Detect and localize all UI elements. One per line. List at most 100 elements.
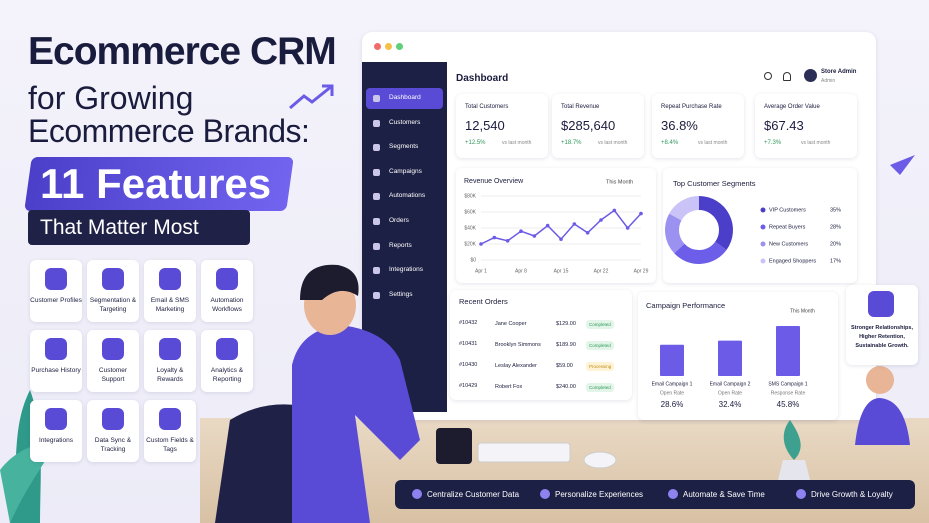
nav-icon	[373, 267, 380, 275]
hero-line: for Growing	[28, 80, 194, 116]
order-amount: $189.90	[556, 342, 576, 348]
hero-line: Ecommerce Brands:	[28, 113, 310, 149]
hero-line: Ecommerce CRM	[28, 30, 337, 73]
benefit-label: Automate & Save Time	[683, 490, 765, 499]
mouse	[583, 451, 617, 469]
campaign-range: This Month	[790, 308, 815, 314]
feature-card: Analytics & Reporting	[201, 330, 253, 392]
dashboard-title: Dashboard	[456, 73, 509, 84]
legend-value: 17%	[830, 258, 841, 264]
y-tick-label: $0	[470, 257, 476, 263]
feature-label: Analytics & Reporting	[210, 367, 244, 383]
kpi-value: $67.43	[764, 118, 804, 133]
user-name: Store Admin	[821, 69, 857, 75]
campaign-bar	[718, 340, 742, 376]
kpi-value: 12,540	[465, 118, 505, 133]
kpi-change: +8.4%	[661, 140, 679, 146]
cart-badge	[868, 291, 894, 317]
feature-card: Purchase History	[30, 330, 82, 392]
kpi-label: Repeat Purchase Rate	[661, 104, 722, 110]
kpi-label: Average Order Value	[764, 104, 820, 110]
donut-segment	[669, 196, 700, 221]
feature-card: Integrations	[30, 400, 82, 462]
y-tick-label: $40K	[464, 225, 476, 231]
feature-label: Email & SMS Marketing	[150, 297, 190, 313]
x-tick-label: Apr 1	[475, 268, 487, 274]
feature-icon	[45, 268, 67, 290]
user-role: Admin	[821, 78, 836, 84]
kpi-value: $285,640	[561, 118, 616, 133]
donut-segment	[665, 213, 685, 254]
feature-card: Email & SMS Marketing	[144, 260, 196, 322]
y-tick-label: $60K	[464, 209, 476, 215]
keyboard	[477, 442, 571, 463]
plant-leaf	[783, 420, 801, 460]
campaign-title: Campaign Performance	[646, 301, 725, 310]
kpi-label: Total Customers	[465, 104, 509, 110]
campaign-bar	[660, 344, 684, 376]
benefit-icon	[668, 489, 678, 499]
pot	[778, 460, 810, 480]
feature-card: Loyalty & Rewards	[144, 330, 196, 392]
order-name: Leslay Alexander	[495, 363, 537, 369]
highlight-text: 11 Features	[40, 160, 272, 207]
nav-icon	[373, 119, 380, 127]
nav-icon	[373, 291, 380, 299]
kpi-card: Average Order Value $67.43 +7.3% vs last mo…	[755, 94, 857, 158]
legend-dot	[760, 258, 766, 264]
campaign-value: 32.4%	[719, 400, 742, 409]
order-id: #10429	[459, 383, 478, 389]
kpi-card: Total Revenue $285,640 +18.7% vs last month	[552, 94, 644, 158]
y-tick-label: $80K	[464, 193, 476, 199]
orders-title: Recent Orders	[459, 297, 508, 306]
window-dots	[374, 43, 403, 50]
woman-body	[855, 398, 910, 445]
revenue-point	[585, 231, 590, 235]
feature-card: Automation Workflows	[201, 260, 253, 322]
feature-card: Customer Profiles	[30, 260, 82, 322]
kpi-change: +18.7%	[561, 140, 582, 146]
x-tick-label: Apr 15	[554, 268, 569, 274]
search-icon	[764, 72, 772, 80]
donut-segment	[698, 196, 733, 250]
revenue-point	[479, 242, 483, 246]
nav-icon	[373, 95, 380, 102]
side-note: Stronger Relationships, Higher Retention…	[850, 325, 914, 349]
campaign-metric: Open Rate	[718, 390, 742, 396]
trend-arrow	[289, 84, 334, 110]
kpi-label: Total Revenue	[561, 104, 600, 110]
legend-name: Repeat Buyers	[769, 224, 806, 230]
order-id: #10431	[459, 341, 478, 347]
benefits-bar	[395, 480, 915, 509]
nav-icon	[373, 168, 380, 176]
feature-label: Purchase History	[31, 367, 81, 374]
revenue-point	[612, 208, 617, 213]
legend-value: 20%	[830, 241, 841, 247]
campaign-name: Email Campaign 1	[652, 381, 693, 387]
kpi-period: vs last month	[801, 140, 831, 146]
revenue-point	[572, 222, 577, 226]
feature-icon	[102, 408, 124, 430]
revenue-range: This Month	[606, 179, 633, 185]
paper-plane	[890, 155, 915, 175]
feature-icon	[45, 408, 67, 430]
x-tick-label: Apr 29	[634, 268, 649, 274]
legend-name: New Customers	[769, 241, 808, 247]
nav-item: Reports	[389, 241, 412, 249]
nav-item: Segments	[389, 143, 419, 151]
nav-item: Campaigns	[389, 167, 422, 175]
feature-label: Segmentation & Targeting	[89, 297, 137, 313]
order-name: Jane Cooper	[495, 321, 527, 327]
segments-chart: Top Customer Segments VIP Customers 35% Rep…	[665, 179, 841, 264]
revenue-point	[599, 218, 603, 222]
order-status: Completed	[586, 383, 614, 392]
avatar	[804, 69, 817, 82]
nav-item: Integrations	[389, 266, 423, 274]
feature-icon	[159, 338, 181, 360]
order-id: #10430	[459, 362, 478, 368]
feature-label: Customer Profiles	[30, 297, 82, 304]
feature-icon	[159, 408, 181, 430]
bell-icon	[783, 72, 791, 81]
